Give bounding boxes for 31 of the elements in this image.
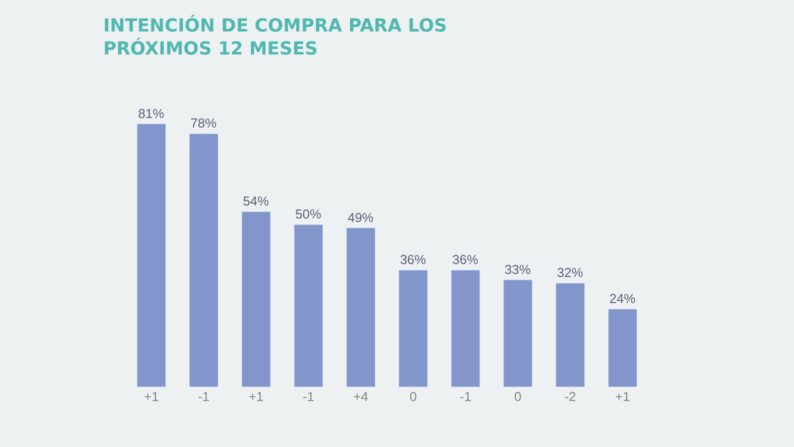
- bar: [346, 228, 376, 387]
- data-label: 36%: [400, 252, 426, 268]
- x-tick-label: 0: [514, 389, 522, 404]
- bar: [450, 270, 480, 387]
- bar: [241, 211, 271, 387]
- x-tick-label: -2: [564, 389, 576, 404]
- x-tick-label: +4: [353, 389, 368, 404]
- chart-title: INTENCIÓN DE COMPRA PARA LOS PRÓXIMOS 12 MESES: [103, 14, 447, 60]
- data-label: 50%: [295, 206, 322, 222]
- x-tick-label: +1: [615, 389, 630, 404]
- bar: [136, 124, 166, 387]
- bar: [608, 308, 638, 387]
- x-tick-label: -1: [198, 389, 210, 404]
- bar: [189, 133, 218, 387]
- x-tick-label: -1: [460, 389, 472, 404]
- x-tick-label: 0: [410, 389, 417, 404]
- data-label: 54%: [242, 194, 270, 209]
- data-label: 24%: [609, 291, 636, 306]
- bar: [294, 224, 324, 387]
- x-tick-label: -1: [302, 389, 314, 404]
- bar: [556, 282, 585, 387]
- bar: [503, 280, 533, 387]
- data-label: 32%: [557, 265, 584, 280]
- data-label: 33%: [504, 262, 532, 277]
- x-tick-label: +1: [144, 389, 159, 404]
- data-label: 81%: [138, 106, 165, 121]
- bar: [398, 270, 428, 387]
- data-label: 78%: [190, 116, 217, 131]
- x-tick-label: +1: [248, 389, 264, 404]
- data-label: 49%: [348, 210, 374, 225]
- data-label: 36%: [452, 252, 479, 268]
